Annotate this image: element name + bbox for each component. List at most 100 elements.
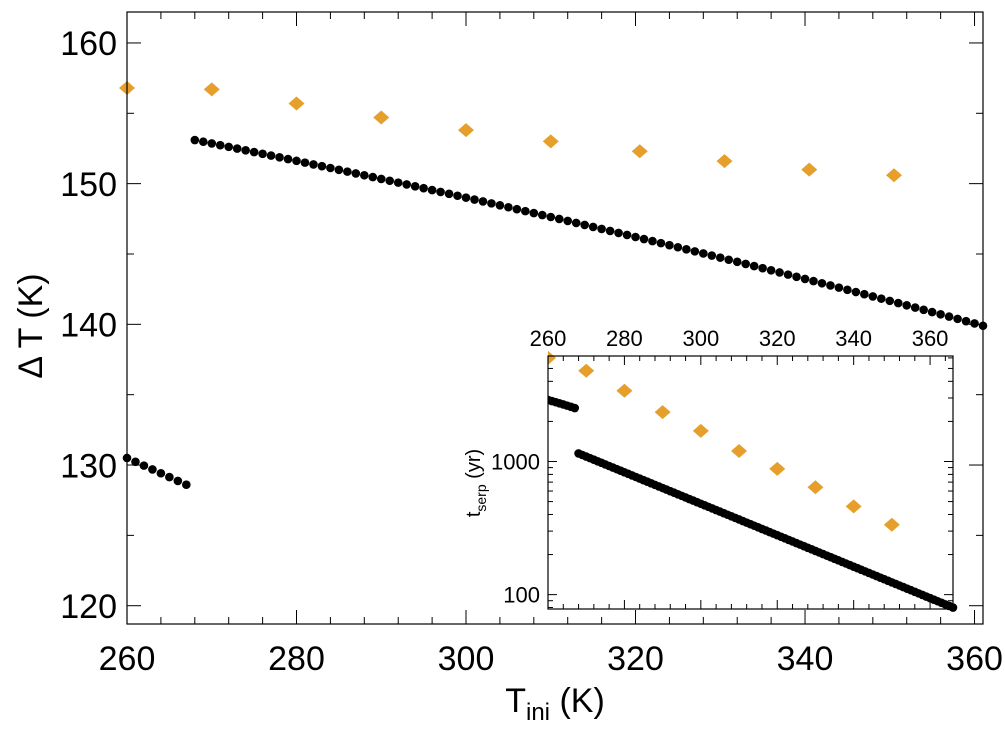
circle-point-20 (292, 156, 301, 166)
circle-point-60 (631, 232, 640, 242)
plot-frame (547, 355, 954, 610)
circle-point-87 (860, 289, 869, 299)
circle-point-23 (317, 161, 327, 171)
x-tick-label: 300 (682, 326, 719, 351)
circle-point-33 (402, 180, 411, 189)
x-tick-label: 360 (912, 326, 949, 351)
circle-point-19 (283, 154, 293, 164)
circle-point-50 (546, 212, 556, 222)
circle-point-43 (487, 199, 496, 208)
diamond-point-8 (845, 499, 862, 514)
circle-point-93 (910, 303, 920, 312)
circle-point-39 (453, 191, 462, 201)
black-circle-series (548, 395, 958, 612)
circle-point-24 (326, 163, 335, 173)
diamond-point-8 (801, 162, 818, 177)
circle-point-29 (368, 172, 378, 182)
circle-point-100 (970, 319, 979, 328)
orange-diamond-series (548, 350, 900, 532)
circle-point-79 (792, 272, 801, 282)
circle-point-32 (393, 178, 403, 187)
circle-point-2 (139, 461, 149, 470)
circle-point-62 (648, 236, 657, 246)
diamond-point-0 (548, 350, 556, 365)
y-tick-label: 160 (60, 25, 117, 63)
circle-point-73 (741, 259, 750, 269)
y-tick-label: 140 (60, 307, 117, 345)
y-tick-label: 120 (60, 588, 117, 626)
circle-point-40 (461, 193, 471, 202)
circle-point-66 (682, 245, 691, 254)
circle-point-72 (732, 257, 742, 267)
circle-point-59 (622, 230, 632, 240)
circle-point-27 (351, 169, 361, 178)
circle-point-74 (749, 261, 759, 271)
circle-point-89 (876, 294, 886, 303)
circle-point-11 (215, 140, 225, 150)
circle-point-7 (570, 403, 580, 413)
diamond-point-7 (807, 480, 824, 495)
diamond-point-5 (731, 443, 748, 458)
circle-point-13 (232, 144, 242, 153)
diamond-point-1 (203, 82, 220, 97)
circle-point-25 (334, 165, 344, 175)
x-tick-label: 280 (606, 326, 643, 351)
circle-point-75 (758, 263, 767, 273)
circle-point-36 (427, 185, 437, 195)
circle-point-65 (673, 242, 683, 252)
circle-point-69 (707, 251, 717, 260)
circle-point-58 (614, 228, 623, 238)
circle-point-56 (597, 224, 606, 234)
x-tick-label: 340 (835, 326, 872, 351)
diamond-point-9 (886, 168, 903, 183)
circle-point-46 (512, 204, 522, 214)
circle-point-99 (961, 316, 971, 326)
circle-point-4 (156, 468, 166, 478)
circle-point-5 (165, 472, 174, 482)
circle-point-67 (690, 247, 700, 256)
diamond-point-9 (883, 517, 900, 532)
circle-point-51 (554, 214, 564, 224)
circle-point-83 (826, 281, 835, 290)
circle-point-80 (800, 274, 810, 284)
circle-point-96 (936, 310, 945, 319)
circle-point-90 (885, 296, 895, 306)
circle-point-26 (343, 167, 352, 176)
circle-point-14 (241, 146, 250, 155)
circle-point-53 (571, 218, 581, 228)
circle-point-91 (893, 298, 903, 308)
circle-point-21 (300, 158, 310, 167)
circle-point-47 (521, 206, 530, 216)
y-axis-label: Δ T (K) (12, 273, 50, 378)
circle-point-63 (656, 238, 666, 248)
y-tick-label: 150 (60, 166, 117, 204)
circle-point-70 (715, 253, 725, 262)
circle-point-3 (148, 465, 157, 474)
circle-point-42 (478, 197, 488, 206)
x-tick-label: 320 (759, 326, 796, 351)
circle-point-71 (724, 255, 734, 265)
circle-point-82 (817, 278, 827, 288)
x-tick-label: 320 (607, 640, 664, 678)
circle-point-76 (766, 266, 776, 275)
circle-point-78 (783, 270, 793, 279)
diamond-point-6 (631, 144, 648, 159)
diamond-point-7 (716, 154, 733, 169)
circle-point-15 (249, 147, 259, 157)
circle-point-55 (588, 222, 598, 232)
y-tick-label: 130 (60, 447, 117, 485)
circle-point-85 (843, 285, 852, 295)
circle-point-88 (868, 292, 878, 301)
main-plot: 260 280 300 320 340 360 120 130 140 150 160 Tini (K… (12, 11, 1003, 726)
circle-point-35 (419, 183, 428, 193)
circle-point-98 (953, 314, 962, 324)
circle-point-22 (309, 160, 318, 169)
x-tick-label: 360 (946, 640, 1003, 678)
black-circle-series (122, 135, 988, 490)
diamond-point-6 (769, 461, 786, 476)
circle-point-1 (131, 457, 140, 467)
circle-point-84 (834, 283, 844, 292)
diamond-point-2 (616, 383, 633, 398)
x-tick-label: 260 (530, 326, 567, 351)
